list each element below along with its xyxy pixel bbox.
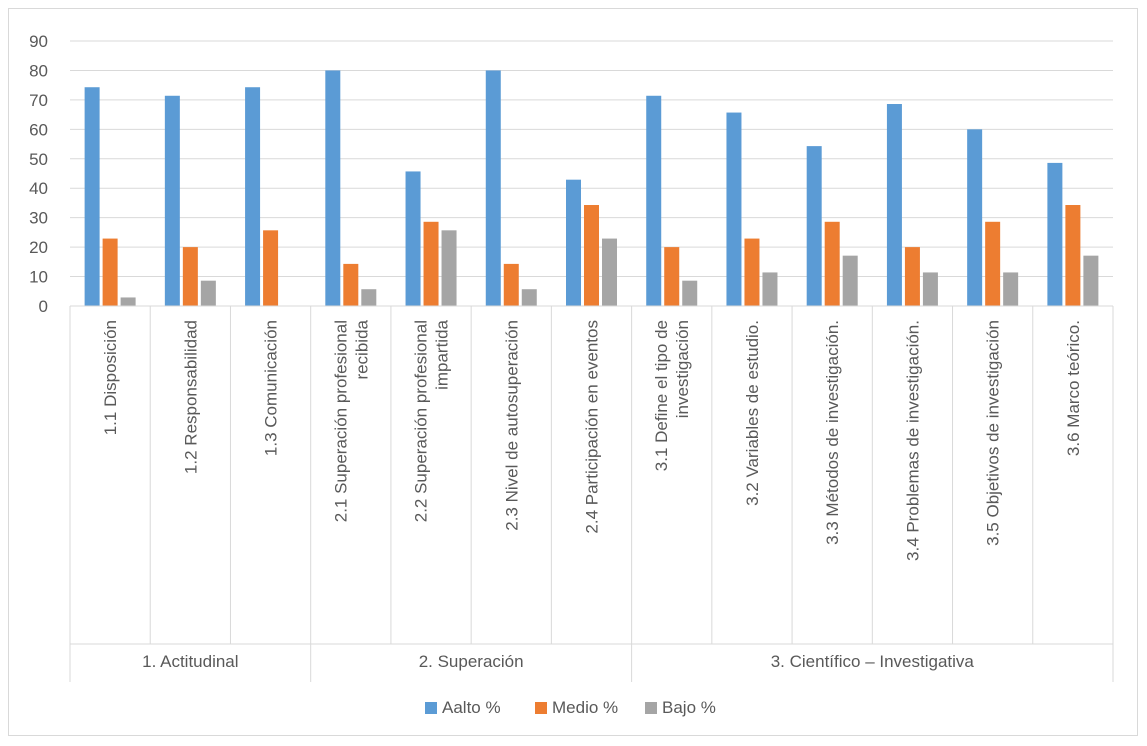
bar-medio bbox=[102, 238, 118, 306]
category-label: 1.2 Responsabilidad bbox=[181, 320, 200, 474]
y-tick-label: 10 bbox=[29, 268, 48, 287]
bar-medio bbox=[584, 205, 599, 306]
category-label: 3.1 Define el tipo de bbox=[652, 320, 671, 471]
bar-aalto bbox=[886, 104, 902, 306]
bar-bajo bbox=[200, 280, 216, 306]
bar-bajo bbox=[441, 230, 457, 306]
category-label: 2.4 Participación en eventos bbox=[583, 320, 602, 534]
bar-aalto bbox=[967, 129, 983, 306]
group-label: 2. Superación bbox=[419, 652, 524, 671]
y-tick-label: 40 bbox=[29, 179, 48, 198]
y-tick-label: 50 bbox=[29, 150, 48, 169]
bar-aalto bbox=[806, 146, 822, 306]
bar-aalto bbox=[485, 70, 501, 306]
category-label: 3.6 Marco teórico. bbox=[1064, 320, 1083, 456]
bar-medio bbox=[1065, 205, 1081, 306]
bar-medio bbox=[664, 247, 680, 306]
bar-aalto bbox=[325, 70, 341, 306]
bar-bajo bbox=[361, 289, 377, 306]
bar-bajo bbox=[682, 280, 698, 306]
category-label: recibida bbox=[352, 319, 371, 379]
bar-medio bbox=[182, 247, 198, 306]
y-tick-label: 20 bbox=[29, 238, 48, 257]
legend-swatch bbox=[645, 702, 657, 714]
bar-bajo bbox=[521, 289, 537, 306]
y-tick-label: 80 bbox=[29, 61, 48, 80]
y-tick-label: 70 bbox=[29, 91, 48, 110]
category-label: 2.3 Nivel de autosuperación bbox=[502, 320, 521, 531]
bar-bajo bbox=[762, 272, 778, 306]
bar-bajo bbox=[922, 272, 938, 306]
group-label: 1. Actitudinal bbox=[142, 652, 238, 671]
bar-aalto bbox=[405, 171, 421, 306]
y-tick-label: 60 bbox=[29, 120, 48, 139]
legend-label: Medio % bbox=[552, 698, 618, 717]
bar-bajo bbox=[1003, 272, 1019, 306]
bar-aalto bbox=[164, 95, 180, 307]
bar-medio bbox=[744, 238, 760, 306]
category-label: 3.4 Problemas de investigación. bbox=[903, 320, 922, 561]
category-label: investigación bbox=[673, 320, 692, 418]
bar-aalto bbox=[646, 95, 662, 307]
bar-bajo bbox=[602, 238, 617, 306]
legend-swatch bbox=[425, 702, 437, 714]
bar-bajo bbox=[120, 297, 136, 306]
y-tick-label: 0 bbox=[39, 297, 48, 316]
category-label: 3.2 Variables de estudio. bbox=[743, 320, 762, 506]
bar-aalto bbox=[566, 179, 581, 306]
category-label: impartida bbox=[433, 319, 452, 389]
category-label: 3.3 Métodos de investigación. bbox=[823, 320, 842, 545]
group-label: 3. Científico – Investigativa bbox=[771, 652, 975, 671]
bar-aalto bbox=[726, 112, 742, 306]
bar-medio bbox=[985, 221, 1001, 306]
bar-aalto bbox=[1047, 162, 1063, 306]
legend-label: Bajo % bbox=[662, 698, 716, 717]
bar-bajo bbox=[842, 255, 858, 306]
legend-swatch bbox=[535, 702, 547, 714]
category-label: 2.1 Superación profesional bbox=[331, 320, 350, 522]
legend-label: Aalto % bbox=[442, 698, 501, 717]
bar-aalto bbox=[84, 87, 100, 306]
bar-bajo bbox=[1083, 255, 1099, 306]
bar-medio bbox=[824, 221, 840, 306]
y-tick-label: 30 bbox=[29, 209, 48, 228]
bar-medio bbox=[263, 230, 279, 306]
bar-medio bbox=[343, 263, 359, 306]
y-tick-label: 90 bbox=[29, 32, 48, 51]
category-label: 3.5 Objetivos de investigación bbox=[984, 320, 1003, 546]
bar-medio bbox=[503, 263, 519, 306]
category-label: 1.3 Comunicación bbox=[262, 320, 281, 456]
category-label: 2.2 Superación profesional bbox=[412, 320, 431, 522]
bar-medio bbox=[423, 221, 439, 306]
bar-aalto bbox=[245, 87, 261, 306]
category-label: 1.1 Disposición bbox=[101, 320, 120, 435]
bar-medio bbox=[904, 247, 920, 306]
